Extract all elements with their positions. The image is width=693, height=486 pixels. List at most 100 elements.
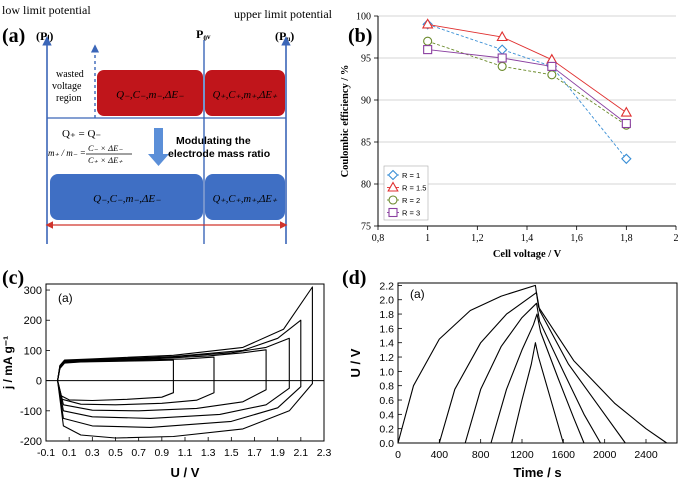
- panel-d-ytick-label: 1.8: [379, 309, 394, 321]
- panel-b-data-point: [547, 61, 557, 71]
- bottom-blue-box-right: [205, 174, 285, 220]
- bottom-blue-left-label: Q₋,C₋,m₋,ΔE₋: [93, 193, 161, 205]
- panel-d-ytick-label: 0.2: [379, 424, 394, 436]
- pl-label: (Pₗ): [36, 29, 53, 43]
- wasted-line2: voltage: [52, 81, 82, 92]
- wasted-line1: wasted: [56, 69, 84, 80]
- panel-d-ytick-label: 1.0: [379, 366, 394, 378]
- modulating-arrow-shaft: [154, 128, 163, 154]
- modulating-line1: Modulating the: [176, 135, 251, 147]
- panel-b-data-point: [496, 30, 508, 42]
- panel-b-ytick-label: 80: [361, 180, 371, 191]
- panel-c-ytick-label: -100: [20, 406, 42, 418]
- panel-b-legend-label: R = 3: [402, 209, 420, 218]
- bottom-blue-right-label: Q₊,C₊,m₊,ΔE₊: [213, 194, 278, 205]
- panel-d-xtick-label: 1600: [552, 449, 576, 461]
- panel-b-data-point: [423, 36, 433, 46]
- panel-b-xtick-label: 1,8: [620, 233, 633, 244]
- panel-d-ytick-label: 1.4: [379, 338, 394, 350]
- panel-b-data-point: [497, 61, 507, 71]
- panel-c-ytick-label: 100: [24, 345, 42, 357]
- panel-c-ytick-label: -200: [20, 436, 42, 448]
- panel-d-gcd-curve-5: [511, 342, 564, 444]
- panel-d-ytick-label: 0.8: [379, 381, 394, 393]
- panel-d-ytick-label: 2.0: [379, 295, 394, 307]
- panel-b-ytick-label: 75: [361, 222, 371, 233]
- panel-b-data-point: [620, 106, 633, 117]
- low-limit-label: low limit potential: [2, 3, 91, 17]
- panel-b-xtick-label: 1,4: [521, 233, 534, 244]
- panel-b-xtick-label: 0,8: [372, 233, 385, 244]
- panel-b-series-line-1: [427, 23, 627, 160]
- panel-d-gcd-curve-3: [464, 302, 601, 444]
- top-red-box-right: [205, 70, 285, 116]
- bottom-blue-box-left: [50, 174, 203, 220]
- panel-b-series-line-2: [427, 23, 627, 113]
- panel-c-xtick-label: 1.3: [201, 447, 216, 459]
- panel-c-xlabel: U / V: [171, 465, 200, 480]
- panel-c-inner-label: (a): [58, 291, 73, 305]
- panel-b-data-point: [496, 44, 508, 55]
- panel-d-frame: [397, 282, 678, 444]
- upper-limit-label: upper limit potential: [234, 7, 333, 21]
- panel-c-ytick-label: 300: [24, 285, 42, 297]
- equation-q-equal: Q₊ = Q₋: [62, 128, 101, 140]
- panel-b-data-point: [621, 153, 632, 165]
- panel-d-xtick-label: 800: [472, 449, 490, 461]
- panel-d-ylabel: U / V: [348, 348, 363, 377]
- panel-a-diagram: low limit potential upper limit potentia…: [2, 3, 333, 244]
- panel-c-xtick-label: 2.3: [317, 447, 332, 459]
- panel-b-data-point: [497, 53, 507, 63]
- panel-a-letter: (a): [2, 25, 25, 47]
- panel-b-xtick-label: 2: [674, 233, 679, 244]
- panel-c-ylabel: j / mA g⁻¹: [1, 336, 15, 390]
- panel-b-letter: (b): [348, 25, 372, 47]
- panel-d-xtick-label: 1200: [510, 449, 534, 461]
- panel-c-letter: (c): [2, 267, 24, 289]
- equation-ratio-left: m₊ / m₋ =: [48, 148, 86, 158]
- panel-b-xtick-label: 1: [425, 233, 430, 244]
- modulating-arrow-head: [148, 154, 169, 166]
- equation-ratio-denominator: C₊ × ΔE₊: [88, 155, 123, 165]
- panel-b-data-point: [547, 70, 557, 80]
- panel-d-ytick-label: 0.6: [379, 395, 394, 407]
- panel-d-ytick-label: 1.6: [379, 323, 394, 335]
- panel-c-xtick-label: 0.7: [131, 447, 146, 459]
- wasted-line3: region: [56, 93, 82, 104]
- panel-c-xtick-label: 0.5: [108, 447, 123, 459]
- panel-c-xtick-label: 1.1: [178, 447, 193, 459]
- panel-c-xtick-label: 0.1: [62, 447, 77, 459]
- pu-label: (Pᵤ): [275, 29, 294, 43]
- panel-b-ytick-label: 85: [361, 138, 371, 149]
- panel-c-xtick-label: 0.3: [85, 447, 100, 459]
- panel-d-ytick-label: 2.2: [379, 280, 394, 292]
- panel-c-chart: (c) (a) -200 -100 0 100 200 300 -0.1 0.1 0.3 0.5 0.7…: [1, 267, 331, 480]
- panel-d-xlabel: Time / s: [513, 465, 561, 480]
- panel-d-xtick-label: 2000: [593, 449, 617, 461]
- panel-c-xtick-label: 1.5: [224, 447, 239, 459]
- panel-b-series-line-3: [427, 40, 627, 126]
- panel-b-xtick-label: 1,6: [570, 233, 583, 244]
- top-red-box-left: [97, 70, 203, 116]
- panel-b-xtick-label: 1,2: [471, 233, 484, 244]
- panel-c-xtick-label: -0.1: [37, 447, 55, 459]
- panel-c-xtick-label: 2.1: [294, 447, 309, 459]
- panel-c-cv-curve-3: [57, 349, 267, 412]
- panel-d-chart: (d) (a) 0.0 0.2 0.4 0.6 0.8 1.0 1.2 1.4 1.6 1.8 2.0 2…: [342, 267, 678, 480]
- panel-d-gcd-curve-1: [397, 284, 668, 444]
- panel-d-inner-label: (a): [410, 287, 425, 301]
- panel-b-ytick-label: 95: [361, 54, 371, 65]
- panel-b-data-point: [621, 118, 631, 129]
- panel-b-xlabel: Cell voltage / V: [493, 249, 562, 260]
- panel-b-chart: (b) 75 80 85 90 95 100 0,8 1 1,2 1,4 1,6 1,8 2 Cell vo…: [340, 12, 679, 261]
- panel-c-cv-curve-5: [57, 319, 302, 428]
- panel-c-xtick-label: 1.7: [247, 447, 262, 459]
- panel-d-ytick-label: 1.2: [379, 352, 394, 364]
- panel-b-legend-label: R = 1: [402, 171, 420, 180]
- p0v-label: P₀ᵥ: [196, 27, 211, 41]
- panel-d-letter: (d): [342, 267, 366, 289]
- panel-d-xtick-label: 2400: [634, 449, 658, 461]
- panel-d-ytick-label: 0.0: [379, 438, 394, 450]
- panel-d-gcd-curve-2: [438, 292, 626, 444]
